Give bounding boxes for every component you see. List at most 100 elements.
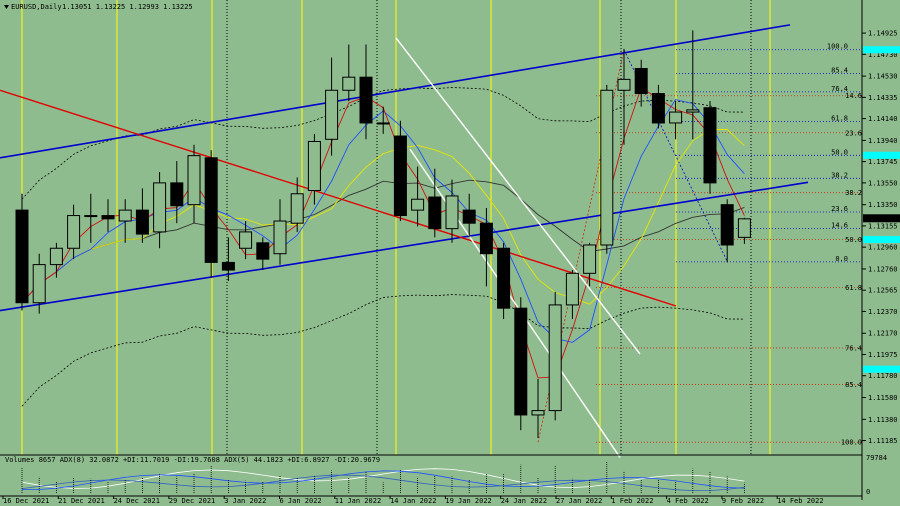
plus-di-line bbox=[21, 470, 745, 490]
bear-candle[interactable] bbox=[15, 209, 29, 304]
bear-candle[interactable] bbox=[514, 307, 528, 416]
current-price-label: 1.13225 bbox=[868, 215, 898, 223]
fib-red-label: 61.8 bbox=[845, 284, 862, 292]
price-tick-label: 1.14335 bbox=[868, 94, 898, 102]
price-tick-label: 1.12565 bbox=[868, 287, 898, 295]
candles bbox=[15, 30, 751, 438]
price-tick-label: 1.13940 bbox=[868, 137, 898, 145]
bear-candle[interactable] bbox=[135, 209, 149, 235]
current-price-box[interactable] bbox=[863, 214, 900, 223]
bear-candle[interactable] bbox=[497, 247, 511, 309]
bear-candle[interactable] bbox=[101, 215, 115, 220]
bull-candle[interactable] bbox=[153, 182, 167, 233]
bear-candle[interactable] bbox=[651, 93, 665, 124]
fib-red-label: 23.6 bbox=[845, 129, 862, 137]
fib-axis-marker bbox=[863, 151, 900, 159]
price-tick-label: 1.11580 bbox=[868, 394, 898, 402]
date-label: 14 Feb 2022 bbox=[777, 497, 823, 505]
bull-candle[interactable] bbox=[273, 220, 287, 255]
bear-candle[interactable] bbox=[256, 242, 270, 260]
bull-candle[interactable] bbox=[686, 109, 700, 113]
price-axis-ticks: 1.14925 1.14730 1.14530 1.14335 1.14140 1.139… bbox=[862, 30, 900, 445]
indicator-panel bbox=[21, 461, 745, 493]
bull-candle[interactable] bbox=[411, 198, 425, 211]
fib-red-projection bbox=[537, 49, 625, 443]
chart-header: EURUSD,Daily 1.13051 1.13225 1.12993 1.1… bbox=[4, 3, 193, 11]
red-trend-line bbox=[0, 89, 677, 307]
bear-candle[interactable] bbox=[720, 204, 734, 246]
date-label: 4 Feb 2022 bbox=[667, 497, 709, 505]
bear-candle[interactable] bbox=[204, 157, 218, 263]
bull-candle[interactable] bbox=[342, 76, 356, 91]
adx-line bbox=[21, 468, 745, 489]
collapse-triangle-icon[interactable] bbox=[4, 5, 9, 9]
price-tick-label: 1.11780 bbox=[868, 372, 898, 380]
minus-di-line bbox=[21, 474, 745, 492]
fib-red-label: 14.6 bbox=[845, 92, 862, 100]
bull-candle[interactable] bbox=[187, 155, 201, 206]
bull-candle[interactable] bbox=[67, 215, 81, 249]
bear-candle[interactable] bbox=[479, 222, 493, 255]
bear-candle[interactable] bbox=[428, 196, 442, 230]
date-label: 27 Jan 2022 bbox=[556, 497, 602, 505]
date-label: 9 Feb 2022 bbox=[722, 497, 764, 505]
bull-candle[interactable] bbox=[307, 140, 321, 192]
bull-candle[interactable] bbox=[669, 111, 683, 124]
fib-blue-label: 14.6 bbox=[831, 222, 848, 230]
bull-candle[interactable] bbox=[531, 410, 545, 416]
price-tick-label: 1.11975 bbox=[868, 351, 898, 359]
price-tick-label: 1.13745 bbox=[868, 158, 898, 166]
bull-candle[interactable] bbox=[445, 195, 459, 230]
bull-candle[interactable] bbox=[84, 215, 98, 218]
bull-candle[interactable] bbox=[32, 264, 46, 304]
bear-candle[interactable] bbox=[634, 67, 648, 95]
bull-candle[interactable] bbox=[239, 231, 253, 249]
date-label: 29 Dec 2021 bbox=[169, 497, 215, 505]
bear-candle[interactable] bbox=[221, 261, 235, 271]
bear-candle[interactable] bbox=[170, 182, 184, 207]
date-label: 1 Feb 2022 bbox=[611, 497, 653, 505]
bull-candle[interactable] bbox=[600, 89, 614, 246]
price-tick-label: 1.11185 bbox=[868, 437, 898, 445]
white-trend-line-upper bbox=[395, 37, 641, 355]
date-label: 3 Jan 2022 bbox=[224, 497, 266, 505]
fib-blue-label: 100.0 bbox=[827, 43, 848, 51]
price-tick-label: 1.12370 bbox=[868, 308, 898, 316]
symbol-label: EURUSD,Daily bbox=[11, 3, 62, 11]
bear-candle[interactable] bbox=[462, 209, 476, 224]
fib-blue-label: 38.2 bbox=[831, 171, 848, 179]
fib-axis-marker bbox=[863, 365, 900, 373]
bull-candle[interactable] bbox=[118, 209, 132, 222]
bull-candle[interactable] bbox=[376, 122, 390, 125]
fib-red-label: 85.4 bbox=[845, 381, 862, 389]
fib-red-label: 76.4 bbox=[845, 344, 862, 352]
bull-candle[interactable] bbox=[49, 247, 63, 266]
bear-candle[interactable] bbox=[703, 107, 717, 184]
indicator-scale-top: 79784 bbox=[866, 454, 887, 462]
date-axis: 16 Dec 2021 21 Dec 2021 24 Dec 2021 29 Dec … bbox=[2, 496, 824, 505]
bull-candle[interactable] bbox=[737, 218, 751, 238]
white-trend-line-lower bbox=[409, 148, 621, 458]
price-tick-label: 1.13550 bbox=[868, 179, 898, 187]
fib-blue-label: 85.4 bbox=[831, 66, 848, 74]
bull-candle[interactable] bbox=[617, 78, 631, 91]
bull-candle[interactable] bbox=[325, 89, 339, 140]
price-tick-label: 1.13155 bbox=[868, 222, 898, 230]
fib-red-label: 38.2 bbox=[845, 189, 862, 197]
trend-lines bbox=[0, 24, 809, 458]
date-label: 14 Jan 2022 bbox=[390, 497, 436, 505]
bull-candle[interactable] bbox=[565, 272, 579, 306]
price-tick-label: 1.14730 bbox=[868, 51, 898, 59]
price-tick-label: 1.14925 bbox=[868, 30, 898, 38]
fib-blue-label: 50.0 bbox=[831, 148, 848, 156]
bull-candle[interactable] bbox=[583, 244, 597, 274]
current-price-marker[interactable]: 1.13225 bbox=[863, 214, 900, 223]
bear-candle[interactable] bbox=[359, 76, 373, 124]
bull-candle[interactable] bbox=[290, 193, 304, 224]
bull-candle[interactable] bbox=[548, 304, 562, 412]
fib-axis-marker bbox=[863, 236, 900, 244]
date-label: 6 Jan 2022 bbox=[280, 497, 322, 505]
fib-red-label: 50.0 bbox=[845, 236, 862, 244]
fib-blue-label: 23.6 bbox=[831, 205, 848, 213]
bear-candle[interactable] bbox=[393, 135, 407, 217]
